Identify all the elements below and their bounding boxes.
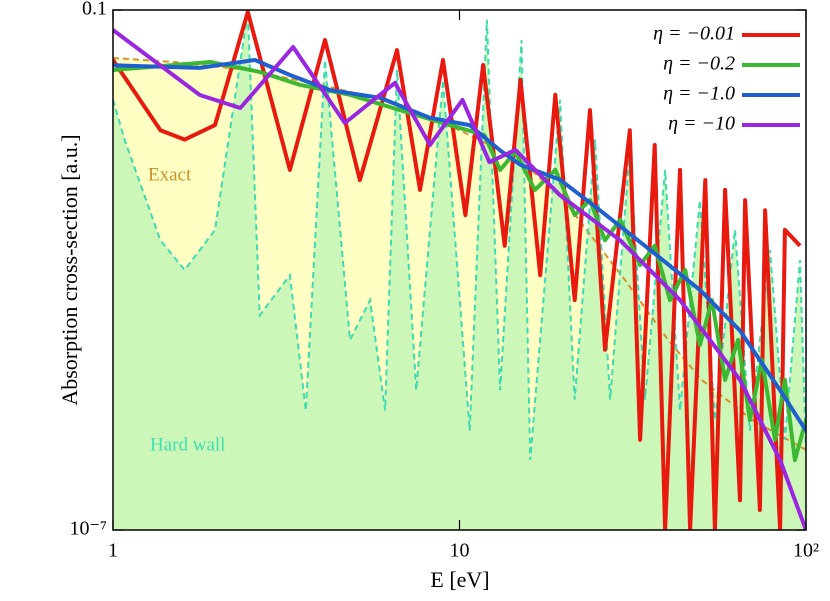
area-outline [113,11,806,461]
x-axis-label: E [eV] [430,567,489,592]
x-tick-label: 1 [108,540,118,562]
y-tick-label: 10⁻⁷ [69,518,107,540]
plot-area [113,10,806,530]
series-line [113,28,806,530]
area-fill [113,11,806,530]
legend-label: η = −0.2 [663,53,735,75]
x-tick-label: 10² [793,540,819,562]
annotation: Hard wall [150,434,225,455]
x-tick-label: 10 [450,540,470,562]
y-tick-label: 0.1 [82,0,107,20]
legend-label: η = −10 [668,113,735,135]
legend-label: η = −0.01 [653,23,735,45]
annotation: Exact [148,164,192,185]
series-line [113,60,806,463]
legend-label: η = −1.0 [663,83,735,105]
y-axis-label: Absorption cross-section [a.u.] [57,134,82,405]
series-line [113,58,806,432]
